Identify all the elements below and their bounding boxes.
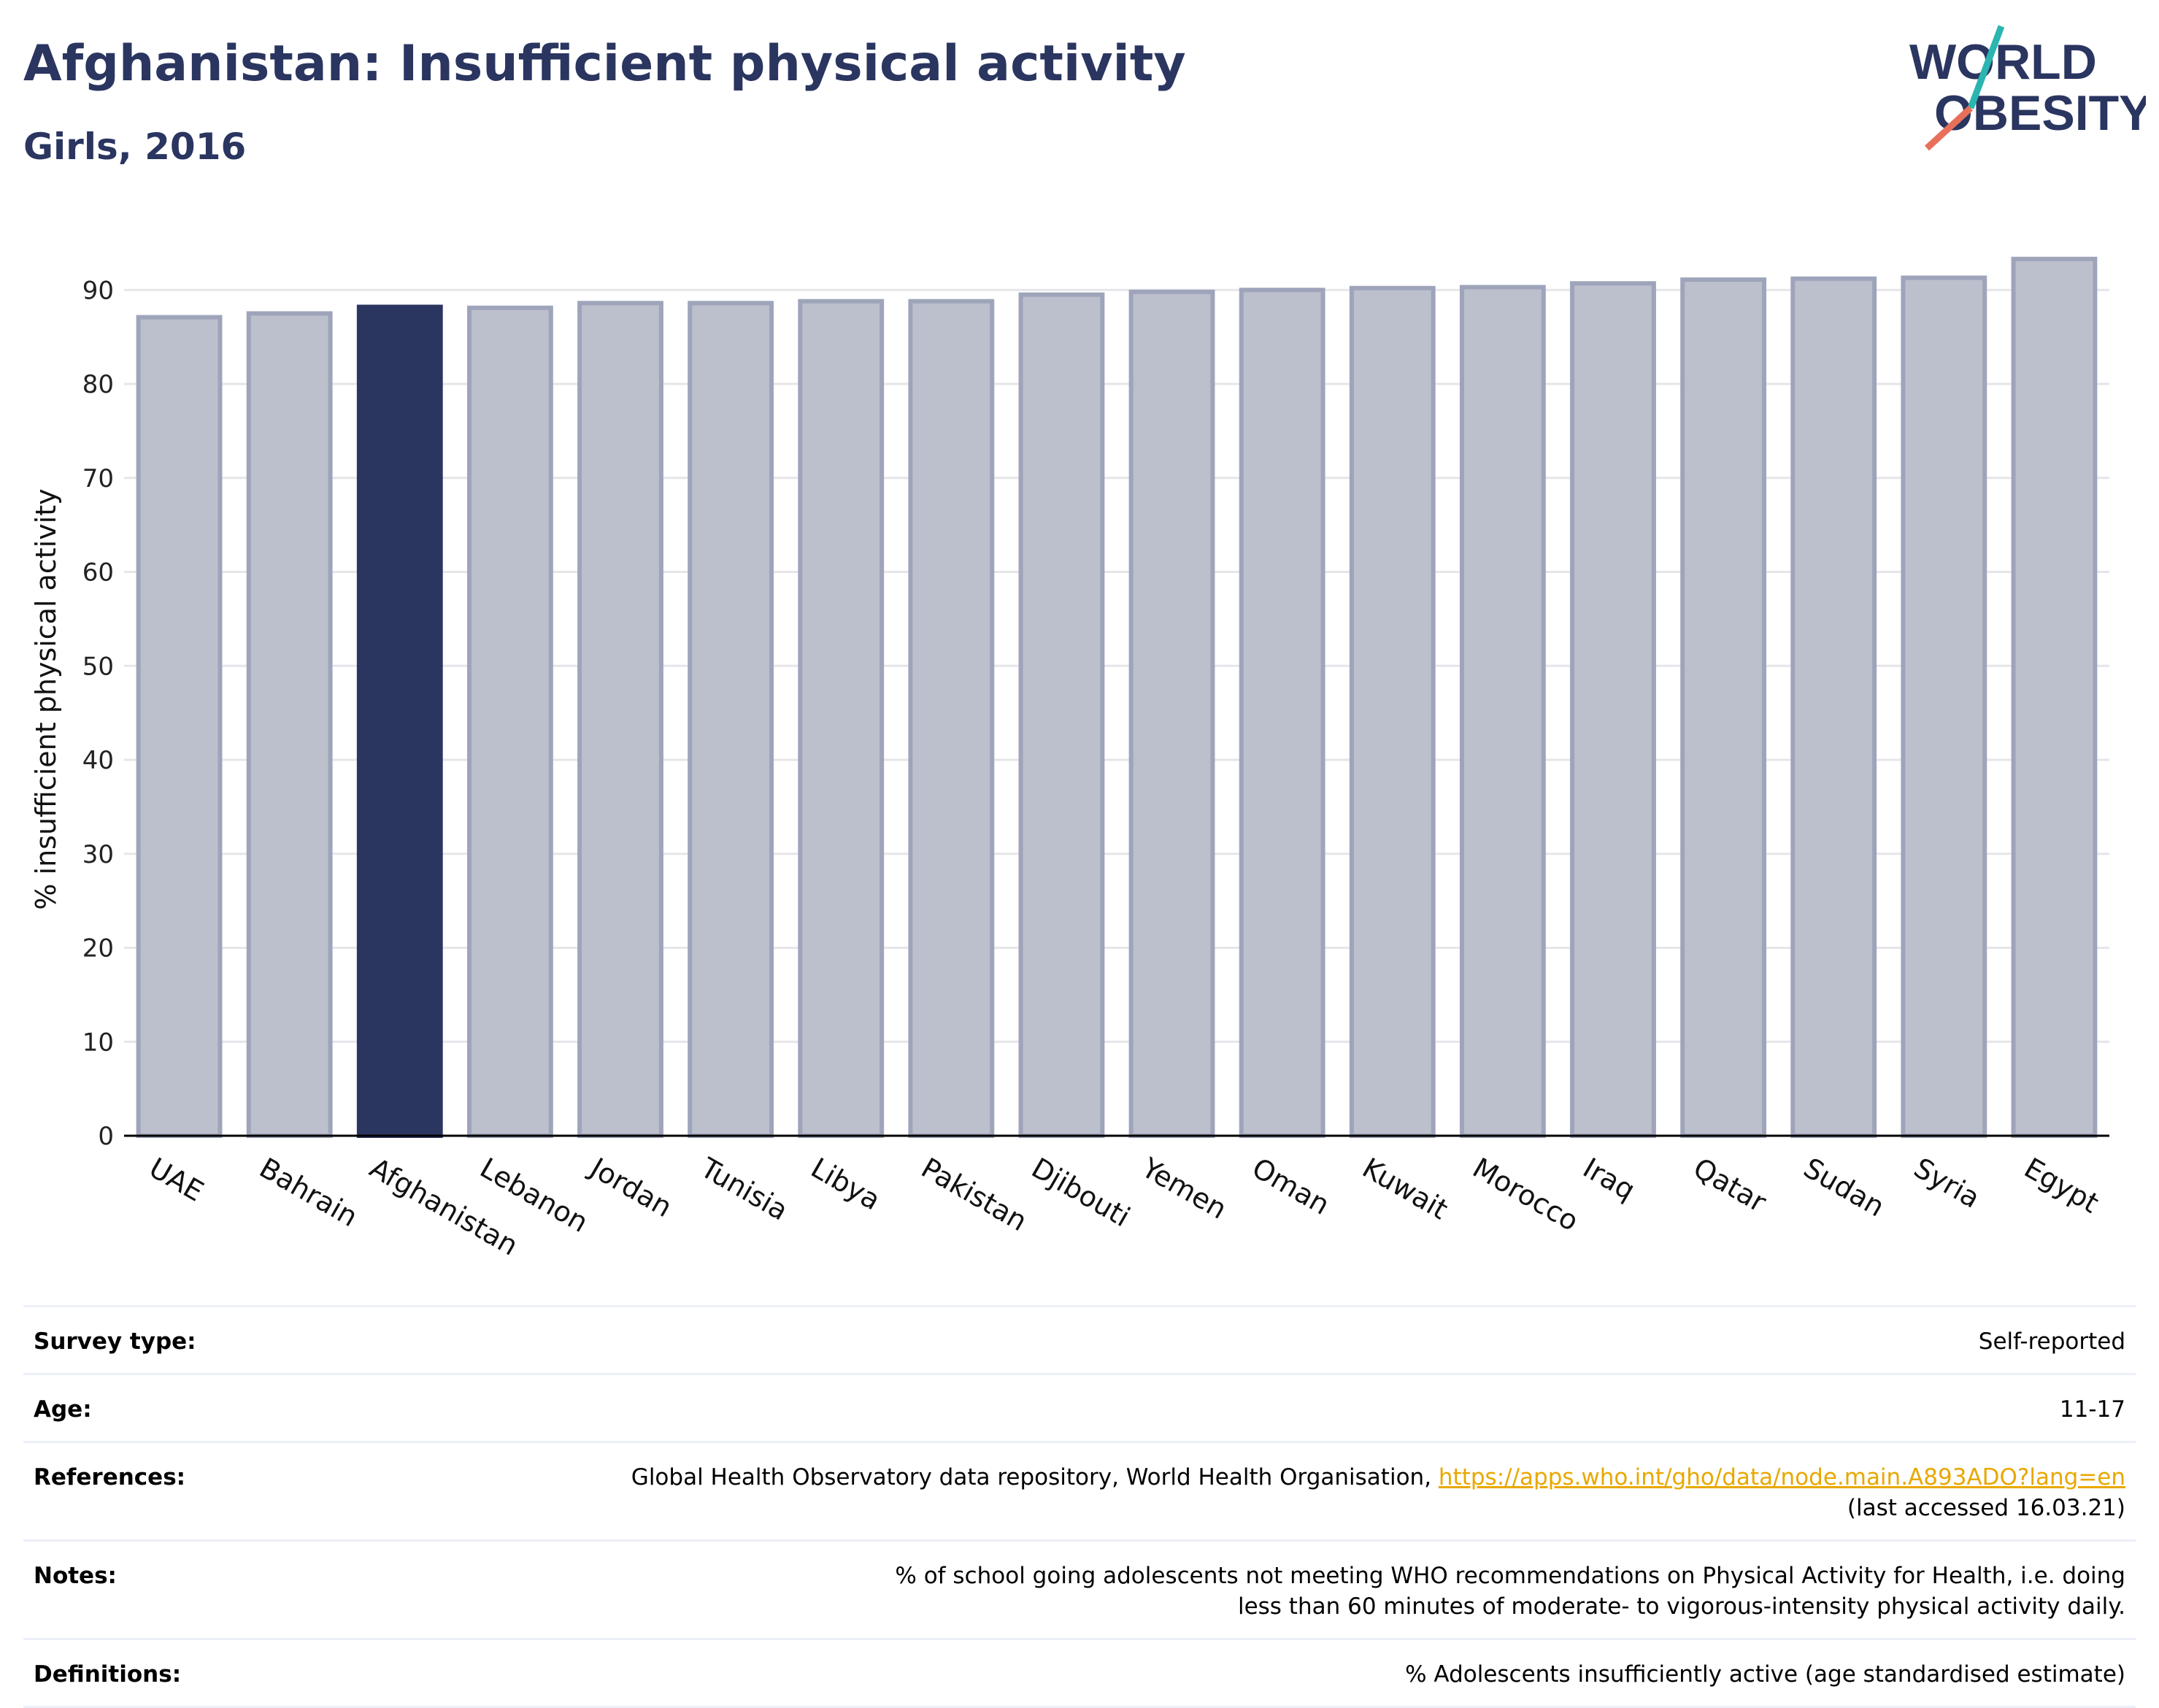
x-tick-label: Tunisia [695, 1151, 793, 1227]
references-text: Global Health Observatory data repositor… [631, 1464, 1439, 1490]
x-tick-label: Pakistan [916, 1152, 1033, 1238]
y-tick-label: 50 [82, 652, 114, 681]
age-value: 11-17 [2059, 1396, 2125, 1423]
x-tick-label: Djibouti [1026, 1152, 1136, 1234]
bar-uae [136, 315, 223, 1138]
notes-row: Notes: % of school going adolescents not… [23, 1539, 2136, 1638]
y-tick-label: 10 [82, 1028, 114, 1057]
x-tick-label: Oman [1247, 1152, 1335, 1221]
notes-value: % of school going adolescents not meetin… [895, 1563, 2125, 1620]
bar-yemen [1128, 289, 1215, 1139]
bar-afghanistan [356, 304, 443, 1138]
bar-iraq [1570, 281, 1656, 1138]
bar-morocco [1459, 285, 1546, 1139]
bar-kuwait [1349, 285, 1436, 1138]
x-tick-label: UAE [144, 1152, 209, 1208]
survey-type-row: Survey type: Self-reported [23, 1305, 2136, 1373]
page-title: Afghanistan: Insufficient physical activ… [23, 35, 1186, 93]
x-tick-label: Egypt [2019, 1152, 2104, 1220]
references-row: References: Global Health Observatory da… [23, 1441, 2136, 1539]
bar-pakistan [908, 299, 995, 1139]
y-axis-label: % insufficient physical activity [30, 488, 62, 909]
survey-type-value: Self-reported [1978, 1328, 2125, 1355]
y-tick-label: 40 [82, 746, 114, 775]
logo-slash-teal [1967, 25, 2005, 109]
bar-tunisia [688, 301, 774, 1138]
y-tick-label: 20 [82, 934, 114, 963]
definitions-row: Definitions: % Adolescents insufficientl… [23, 1638, 2136, 1708]
logo-line1: WORLD [1909, 34, 2097, 90]
y-tick-label: 90 [82, 276, 114, 305]
x-tick-label: Qatar [1688, 1152, 1772, 1219]
definitions-value: % Adolescents insufficiently active (age… [1405, 1661, 2125, 1688]
bar-libya [798, 299, 885, 1139]
x-tick-label: Yemen [1136, 1151, 1232, 1226]
bar-djibouti [1018, 292, 1105, 1138]
age-label: Age: [34, 1396, 92, 1423]
definitions-label: Definitions: [34, 1661, 182, 1688]
notes-label: Notes: [34, 1563, 117, 1589]
metadata-table: Survey type: Self-reported Age: 11-17 Re… [23, 1305, 2136, 1708]
bar-bahrain [246, 311, 333, 1138]
x-tick-label: Syria [1909, 1152, 1985, 1215]
bar-lebanon [466, 305, 553, 1138]
y-tick-label: 70 [82, 464, 114, 493]
bar-syria [1901, 275, 1987, 1139]
x-tick-label: Bahrain [254, 1152, 363, 1234]
y-tick-label: 0 [98, 1122, 114, 1151]
x-tick-label: Jordan [584, 1151, 677, 1224]
references-label: References: [34, 1464, 186, 1490]
y-tick-label: 80 [82, 370, 114, 399]
age-row: Age: 11-17 [23, 1373, 2136, 1441]
y-tick-label: 30 [82, 840, 114, 869]
bar-qatar [1680, 277, 1767, 1138]
x-tick-label: Kuwait [1357, 1152, 1453, 1226]
references-accessed: (last accessed 16.03.21) [1847, 1495, 2125, 1521]
x-tick-label: Libya [806, 1152, 886, 1217]
bar-sudan [1790, 276, 1877, 1138]
x-tick-label: Sudan [1798, 1152, 1890, 1223]
bar-oman [1239, 288, 1325, 1138]
x-tick-label: Iraq [1578, 1152, 1641, 1207]
bar-egypt [2011, 256, 2098, 1139]
references-value: Global Health Observatory data repositor… [326, 1462, 2125, 1523]
logo-slash-coral [1924, 105, 1974, 151]
y-tick-label: 60 [82, 558, 114, 588]
survey-type-label: Survey type: [34, 1328, 196, 1355]
page-subtitle: Girls, 2016 [23, 126, 247, 168]
references-link[interactable]: https://apps.who.int/gho/data/node.main.… [1438, 1464, 2125, 1490]
x-tick-label: Morocco [1467, 1152, 1584, 1238]
bar-jordan [577, 301, 663, 1138]
world-obesity-logo: WORLD OBESITY [1909, 25, 2146, 151]
